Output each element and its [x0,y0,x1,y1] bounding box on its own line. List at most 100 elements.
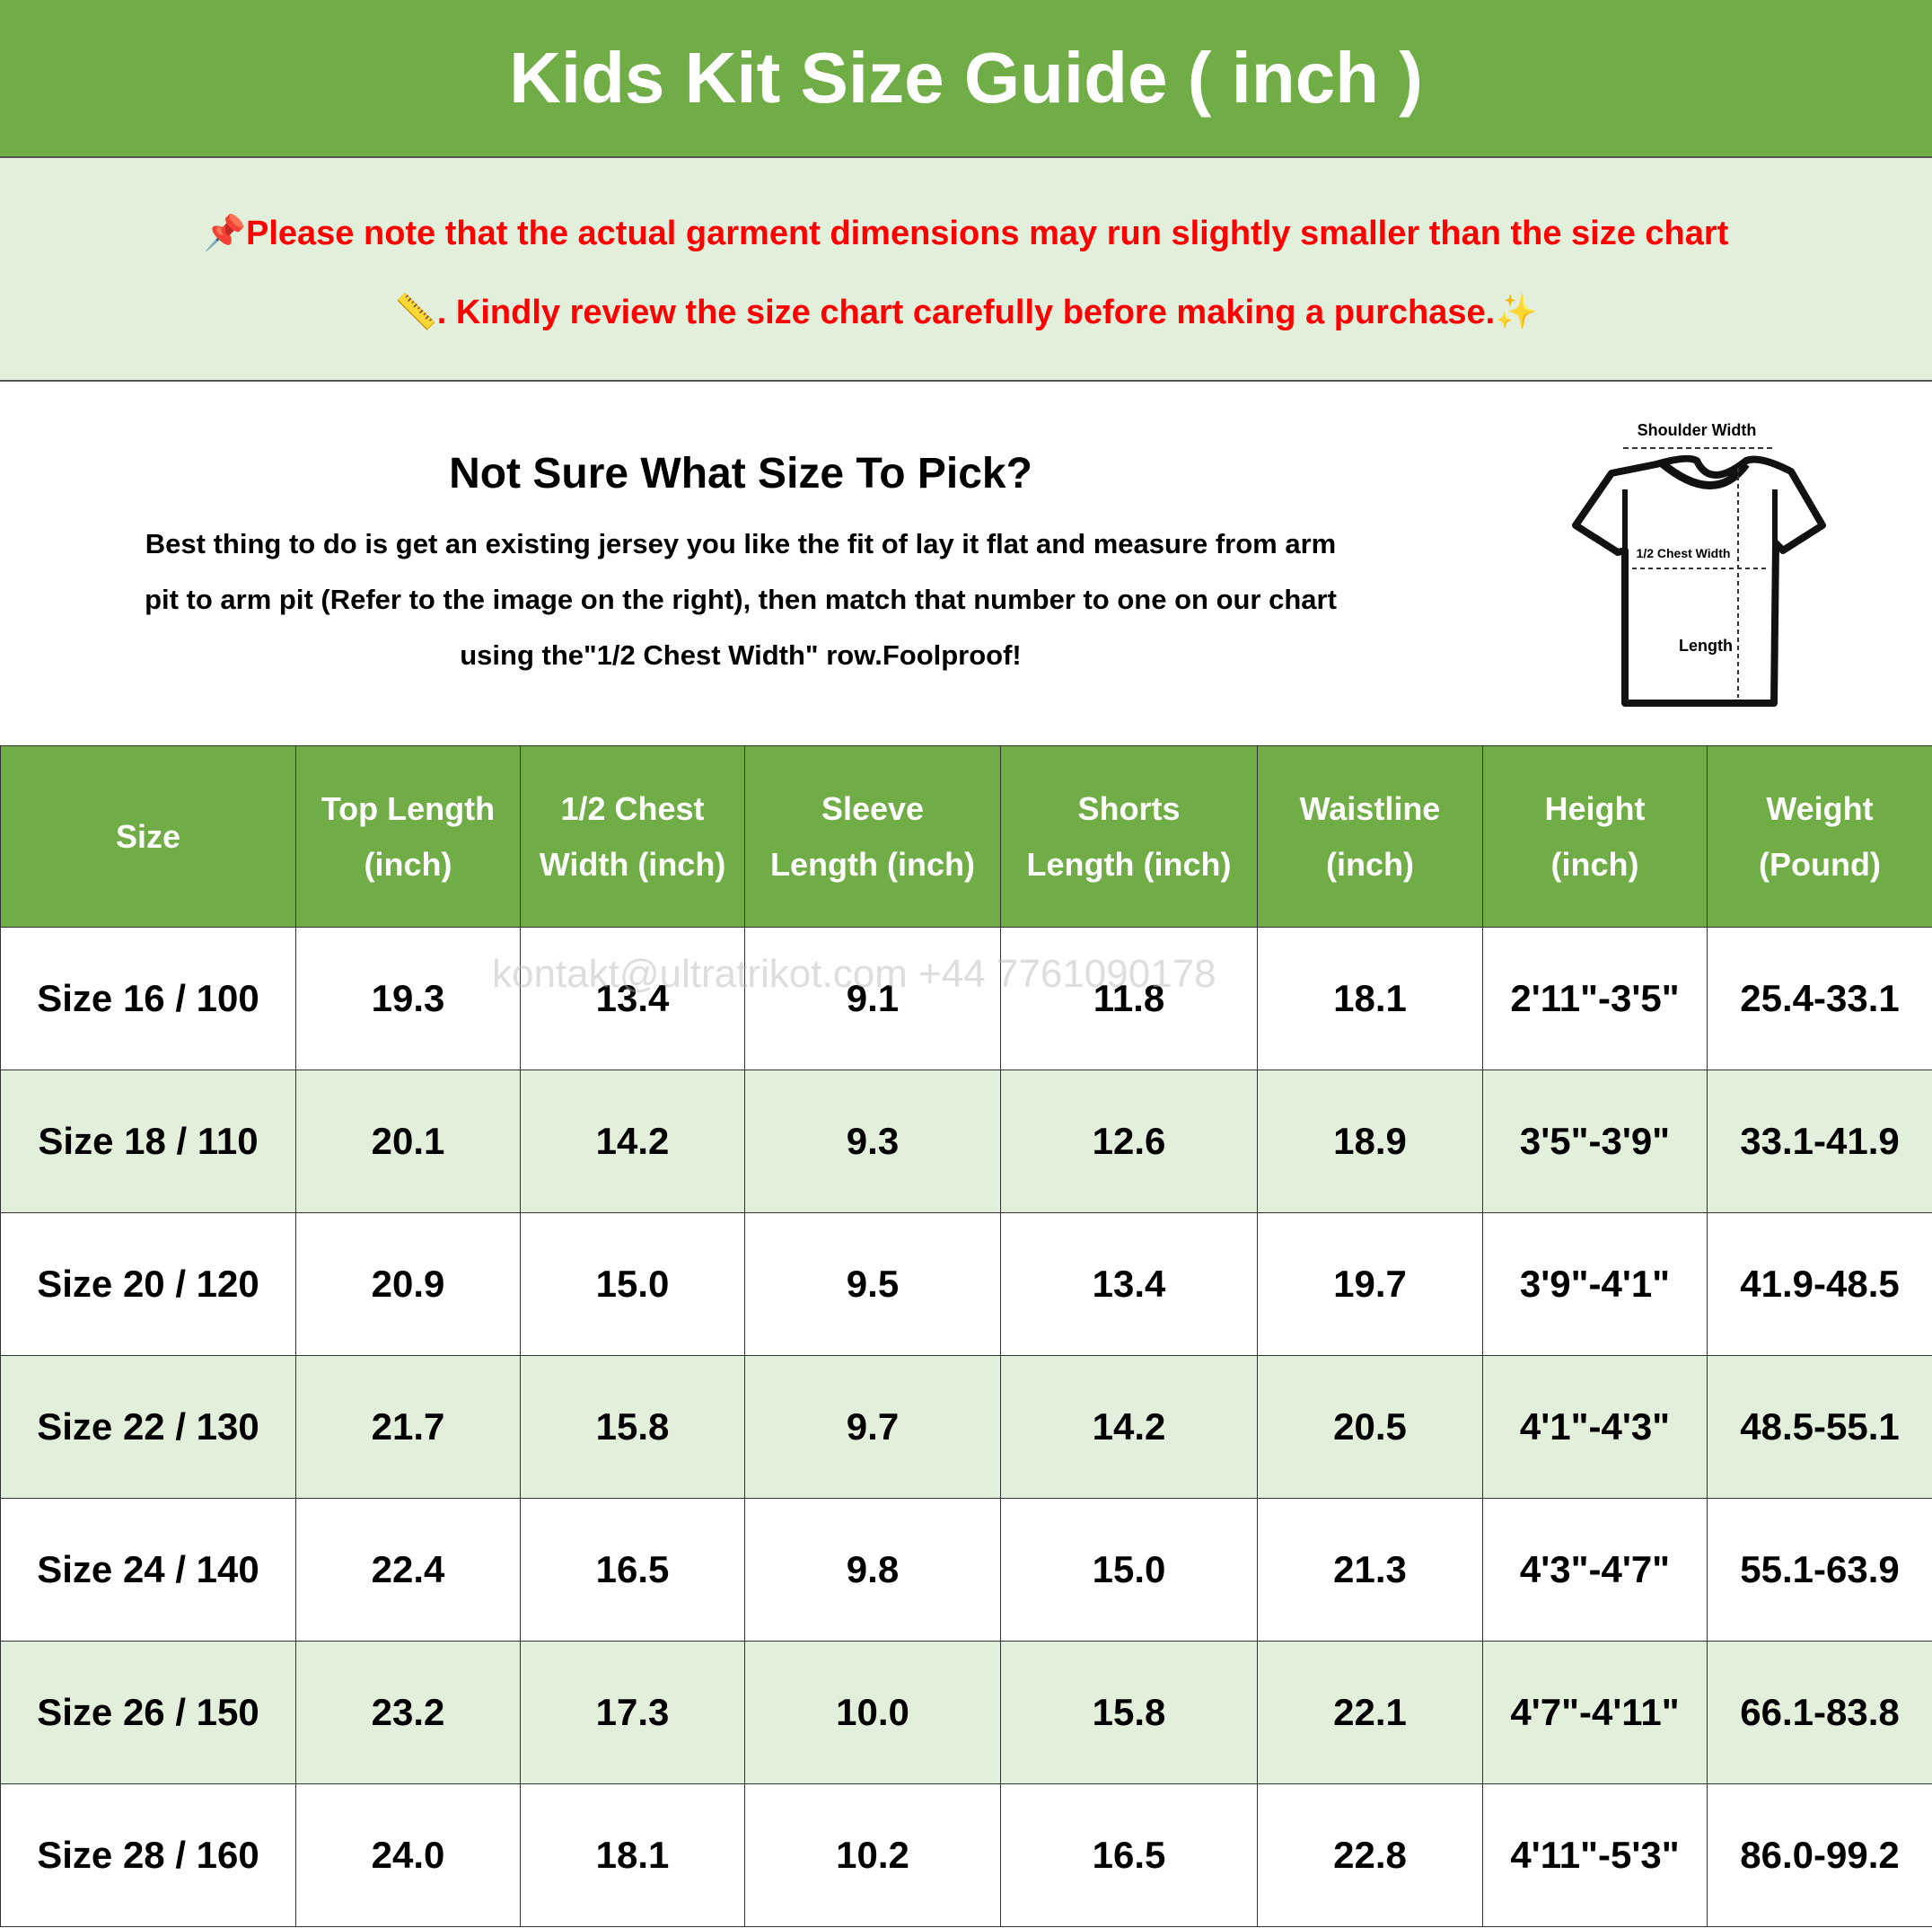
column-header: Waistline (inch) [1257,745,1483,928]
size-cell: Size 22 / 130 [0,1355,296,1499]
table-cell: 3'5"-3'9" [1482,1070,1708,1213]
size-cell: Size 26 / 150 [0,1641,296,1784]
header-text: Length (inch) [1026,845,1232,883]
tshirt-diagram-icon: Shoulder Width 1/2 Chest Width Length [1572,421,1826,707]
table-cell: 22.1 [1257,1641,1483,1784]
notice-banner: 📌Please note that the actual garment dim… [0,158,1932,382]
table-cell: 33.1-41.9 [1707,1070,1932,1213]
table-cell: 9.7 [744,1355,1001,1499]
table-cell: 3'9"-4'1" [1482,1212,1708,1356]
table-cell: 9.5 [744,1212,1001,1356]
table-cell: 18.1 [520,1783,745,1927]
header-text: Waistline [1299,789,1441,827]
table-cell: 19.7 [1257,1212,1483,1356]
table-cell: 15.0 [1000,1498,1258,1642]
table-row: Size 20 / 120 20.9 15.0 9.5 13.4 19.7 3'9"-4'1… [0,1212,1932,1356]
table-cell: 4'1"-4'3" [1482,1355,1708,1499]
table-cell: 4'3"-4'7" [1482,1498,1708,1642]
chest-width-label: 1/2 Chest Width [1637,546,1731,560]
table-cell: 15.8 [520,1355,745,1499]
table-cell: 48.5-55.1 [1707,1355,1932,1499]
table-cell: 22.4 [295,1498,521,1642]
header-text: Size [115,817,181,855]
table-cell: 4'7"-4'11" [1482,1641,1708,1784]
table-cell: 15.0 [520,1212,745,1356]
shoulder-width-label: Shoulder Width [1638,421,1757,439]
size-cell: Size 16 / 100 [0,927,296,1070]
size-cell: Size 20 / 120 [0,1212,296,1356]
column-header: Sleeve Length (inch) [744,745,1001,928]
header-text: (inch) [1550,845,1639,883]
table-cell: 14.2 [520,1070,745,1213]
table-cell: 16.5 [1000,1783,1258,1927]
table-cell: 12.6 [1000,1070,1258,1213]
page-title: Kids Kit Size Guide ( inch ) [0,0,1932,158]
column-header: Top Length (inch) [295,745,521,928]
table-cell: 55.1-63.9 [1707,1498,1932,1642]
table-cell: 18.1 [1257,927,1483,1070]
size-table: Size Top Length (inch) 1/2 Chest Width (inch… [0,745,1932,1927]
table-cell: 66.1-83.8 [1707,1641,1932,1784]
header-text: (inch) [1326,845,1414,883]
header-text: Height [1544,789,1646,827]
table-cell: 15.8 [1000,1641,1258,1784]
header-text: Top Length [321,789,496,827]
header-text: 1/2 Chest [560,789,705,827]
info-heading: Not Sure What Size To Pick? [449,450,1032,497]
table-cell: 10.0 [744,1641,1001,1784]
notice-line-1: Please note that the actual garment dime… [245,215,1729,252]
table-cell: 13.4 [1000,1212,1258,1356]
table-cell: 20.9 [295,1212,521,1356]
info-line: using the"1/2 Chest Width" row.Foolproof… [460,639,1022,671]
table-cell: 13.4 [520,927,745,1070]
header-text: Width (inch) [539,845,726,883]
table-row: Size 24 / 140 22.4 16.5 9.8 15.0 21.3 4'3"-4'7… [0,1498,1932,1642]
length-label: Length [1679,637,1733,655]
info-section: Not Sure What Size To Pick? Best thing t… [0,382,1481,745]
size-cell: Size 18 / 110 [0,1070,296,1213]
size-cell: Size 28 / 160 [0,1783,296,1927]
table-cell: 9.8 [744,1498,1001,1642]
table-cell: 23.2 [295,1641,521,1784]
table-cell: 41.9-48.5 [1707,1212,1932,1356]
header-text: Weight [1766,789,1874,827]
size-cell: Size 24 / 140 [0,1498,296,1642]
info-line: Best thing to do is get an existing jers… [145,528,1337,559]
header-text: (inch) [364,845,452,883]
table-cell: 17.3 [520,1641,745,1784]
notice-line-2: . Kindly review the size chart carefully… [436,294,1496,331]
table-cell: 21.3 [1257,1498,1483,1642]
pushpin-icon: 📌 [203,215,246,252]
table-row: Size 26 / 150 23.2 17.3 10.0 15.8 22.1 4'7"-4'… [0,1641,1932,1784]
table-cell: 20.1 [295,1070,521,1213]
table-cell: 25.4-33.1 [1707,927,1932,1070]
column-header: 1/2 Chest Width (inch) [520,745,745,928]
column-header: Height (inch) [1482,745,1708,928]
table-cell: 9.1 [744,927,1001,1070]
column-header: Size [0,745,296,928]
table-cell: 22.8 [1257,1783,1483,1927]
table-cell: 18.9 [1257,1070,1483,1213]
table-cell: 20.5 [1257,1355,1483,1499]
table-cell: 2'11"-3'5" [1482,927,1708,1070]
table-cell: 24.0 [295,1783,521,1927]
header-text: Length (inch) [770,845,975,883]
table-cell: 4'11"-5'3" [1482,1783,1708,1927]
column-header: Shorts Length (inch) [1000,745,1258,928]
table-cell: 19.3 [295,927,521,1070]
info-line: pit to arm pit (Refer to the image on th… [145,584,1337,615]
table-cell: 16.5 [520,1498,745,1642]
table-cell: 9.3 [744,1070,1001,1213]
sparkles-icon: ✨ [1495,294,1538,331]
column-header: Weight (Pound) [1707,745,1932,928]
table-cell: 86.0-99.2 [1707,1783,1932,1927]
watermark: kontakt@ultratrikot.com +44 7761090178 [492,952,1216,996]
header-text: Shorts [1077,789,1181,827]
header-text: (Pound) [1759,845,1881,883]
header-text: Sleeve [821,789,925,827]
table-row: Size 28 / 160 24.0 18.1 10.2 16.5 22.8 4'11"-5… [0,1783,1932,1927]
ruler-icon: 📏 [394,294,437,331]
table-cell: 11.8 [1000,927,1258,1070]
table-cell: 14.2 [1000,1355,1258,1499]
table-row: Size 18 / 110 20.1 14.2 9.3 12.6 18.9 3'5"-3'9… [0,1070,1932,1213]
